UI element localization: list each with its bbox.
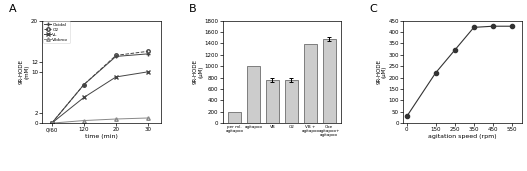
Oxidal bbox=[81, 84, 87, 86]
X-axis label: agitation speed (rpm): agitation speed (rpm) bbox=[428, 134, 496, 139]
Text: A: A bbox=[9, 4, 16, 14]
Bar bbox=[247, 66, 260, 123]
Oxidal bbox=[113, 55, 119, 57]
Y-axis label: 9R-HODE
(μM): 9R-HODE (μM) bbox=[376, 59, 387, 84]
O2 bbox=[81, 84, 87, 86]
Vibkrov bbox=[48, 122, 55, 124]
Text: B: B bbox=[189, 4, 197, 14]
Y-axis label: 9R-HODE
(mM): 9R-HODE (mM) bbox=[19, 59, 30, 84]
X-axis label: time (min): time (min) bbox=[85, 134, 118, 139]
Line: Vibkrov: Vibkrov bbox=[50, 116, 150, 125]
Y-axis label: 9R-HODE
(μM): 9R-HODE (μM) bbox=[192, 59, 203, 84]
VL bbox=[48, 122, 55, 124]
Line: Oxidal: Oxidal bbox=[50, 51, 151, 126]
VL bbox=[145, 71, 151, 73]
O2 bbox=[48, 122, 55, 124]
Vibkrov bbox=[113, 118, 119, 120]
Oxidal bbox=[48, 122, 55, 124]
Legend: Oxidal, O2, VL, Vibkrov: Oxidal, O2, VL, Vibkrov bbox=[43, 21, 70, 43]
Bar bbox=[285, 80, 298, 123]
VL bbox=[113, 76, 119, 78]
Line: O2: O2 bbox=[50, 50, 150, 125]
O2 bbox=[113, 54, 119, 56]
Text: C: C bbox=[370, 4, 377, 14]
VL bbox=[81, 96, 87, 98]
O2 bbox=[145, 50, 151, 52]
Bar bbox=[266, 80, 279, 123]
Line: VL: VL bbox=[50, 69, 151, 126]
Bar bbox=[228, 112, 241, 123]
Bar bbox=[323, 39, 336, 123]
Vibkrov bbox=[145, 117, 151, 119]
Vibkrov bbox=[81, 120, 87, 122]
Oxidal bbox=[145, 53, 151, 55]
Bar bbox=[304, 44, 317, 123]
